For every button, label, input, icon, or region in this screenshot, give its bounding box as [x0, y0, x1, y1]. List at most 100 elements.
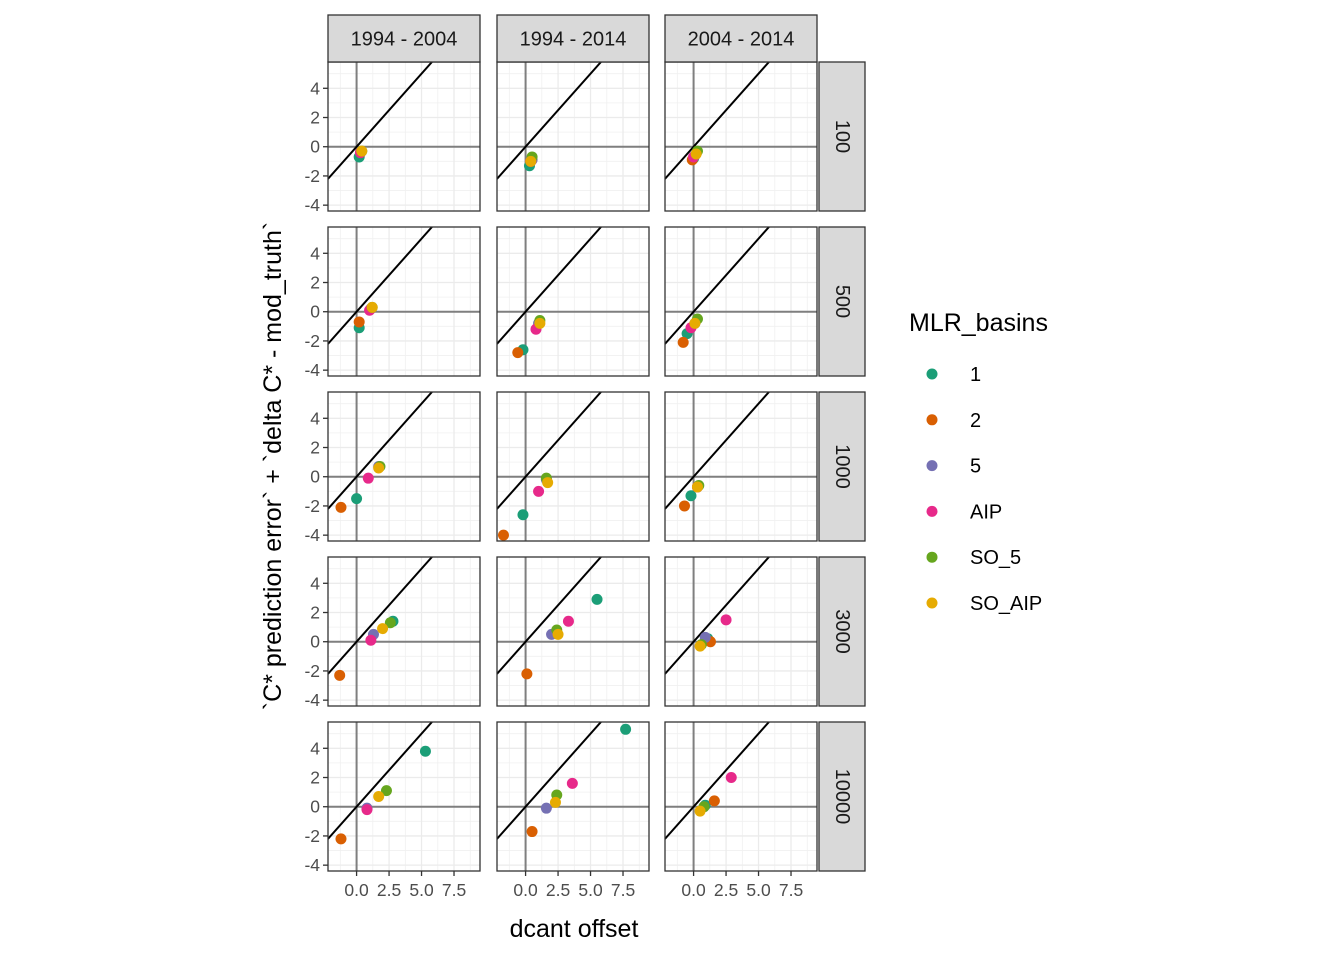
data-point-so-aip	[525, 155, 537, 167]
identity-line	[497, 392, 602, 510]
panel-background	[497, 722, 649, 871]
y-tick-label: -4	[304, 525, 320, 545]
y-tick-label: 4	[310, 243, 320, 263]
strip-background	[818, 61, 866, 212]
x-tick-label: 7.5	[611, 880, 635, 900]
data-point-2	[677, 336, 689, 348]
x-tick-label: 7.5	[779, 880, 803, 900]
panel-background	[328, 722, 480, 871]
data-point-1	[591, 593, 603, 605]
identity-line	[328, 227, 433, 345]
data-point-so-5	[384, 617, 396, 629]
data-point-so-aip	[377, 623, 389, 635]
y-tick-label: -4	[304, 855, 320, 875]
strip-background	[818, 226, 866, 377]
panel-content	[665, 722, 817, 871]
legend-key-point	[926, 460, 938, 472]
strip-label: 100	[831, 120, 853, 153]
panel-content	[328, 62, 480, 211]
data-point-2	[512, 347, 524, 359]
data-point-aip	[725, 772, 737, 784]
data-point-2	[521, 668, 533, 680]
legend-entry-label: AIP	[970, 501, 1002, 523]
strip-background	[664, 14, 818, 63]
facet-panel	[327, 226, 481, 377]
legend-entry-label: SO_AIP	[970, 593, 1042, 615]
data-point-2	[678, 500, 690, 512]
data-point-1	[351, 493, 363, 505]
facet-panel	[496, 226, 650, 377]
x-tick-label: 0.0	[513, 880, 538, 900]
facet-strip-column: 1994 - 2004	[327, 14, 481, 63]
legend-entry-label: 1	[970, 364, 981, 386]
facet-strip-column: 2004 - 2014	[664, 14, 818, 63]
y-tick-label: 4	[310, 738, 320, 758]
facet-strip-row: 3000	[818, 556, 866, 707]
legend-entry: 2	[926, 410, 981, 432]
legend-entry-label: 5	[970, 456, 981, 478]
identity-line	[328, 62, 433, 180]
panel-background	[665, 722, 817, 871]
y-tick-label: -2	[304, 331, 320, 351]
panel-content	[665, 227, 817, 376]
y-tick-label: 4	[310, 573, 320, 593]
data-point-so-aip	[689, 317, 701, 329]
data-point-so-aip	[366, 301, 378, 313]
facet-panel	[664, 391, 818, 542]
panel-background	[665, 557, 817, 706]
strip-background	[818, 721, 866, 872]
facet-strip-row: 10000	[818, 721, 866, 872]
x-tick-label: 2.5	[714, 880, 738, 900]
panel-background	[497, 62, 649, 211]
legend-key-point	[926, 368, 938, 380]
panel-background	[665, 62, 817, 211]
data-point-aip	[365, 634, 377, 646]
y-tick-label: 4	[310, 78, 320, 98]
y-tick-label: -2	[304, 496, 320, 516]
identity-line	[497, 62, 602, 180]
facet-panel	[327, 721, 481, 872]
panel-content	[497, 227, 649, 376]
panel-border	[664, 391, 818, 542]
strip-label: 2004 - 2014	[688, 29, 795, 51]
data-point-aip	[361, 804, 373, 816]
legend-entry: SO_5	[926, 547, 1021, 569]
legend-key-point	[926, 414, 938, 426]
panel-border	[664, 226, 818, 377]
y-tick-label: -4	[304, 690, 320, 710]
data-point-so-5	[380, 785, 392, 797]
strip-background	[327, 14, 481, 63]
y-tick-label: -2	[304, 166, 320, 186]
panel-content	[328, 722, 480, 871]
data-point-so-aip	[691, 481, 703, 493]
y-tick-label: 0	[310, 632, 320, 652]
y-tick-label: 2	[310, 438, 320, 458]
data-point-so-aip	[356, 145, 368, 157]
panel-content	[328, 227, 480, 376]
x-tick-label: 5.0	[578, 880, 603, 900]
legend: MLR_basins 1 2 5 AIP SO_5 SO_AIP	[909, 309, 1048, 615]
x-tick-label: 7.5	[442, 880, 466, 900]
strip-background	[818, 391, 866, 542]
identity-line	[665, 557, 770, 675]
data-point-so-aip	[552, 628, 564, 640]
identity-line	[665, 227, 770, 345]
panel-border	[327, 226, 481, 377]
x-tick-label: 2.5	[546, 880, 570, 900]
panel-content	[328, 392, 480, 541]
y-tick-label: 2	[310, 273, 320, 293]
panel-content	[497, 557, 649, 706]
strip-label: 1994 - 2014	[520, 29, 627, 51]
identity-line	[665, 62, 770, 180]
y-tick-label: -2	[304, 661, 320, 681]
panel-content	[665, 557, 817, 706]
strip-background	[818, 556, 866, 707]
facet-panel	[664, 226, 818, 377]
strip-background	[496, 14, 650, 63]
data-point-so-aip	[534, 317, 546, 329]
panel-border	[327, 391, 481, 542]
data-point-so-aip	[373, 791, 385, 802]
panel-background	[328, 62, 480, 211]
data-point-1	[620, 723, 632, 735]
strip-label: 500	[831, 285, 853, 318]
